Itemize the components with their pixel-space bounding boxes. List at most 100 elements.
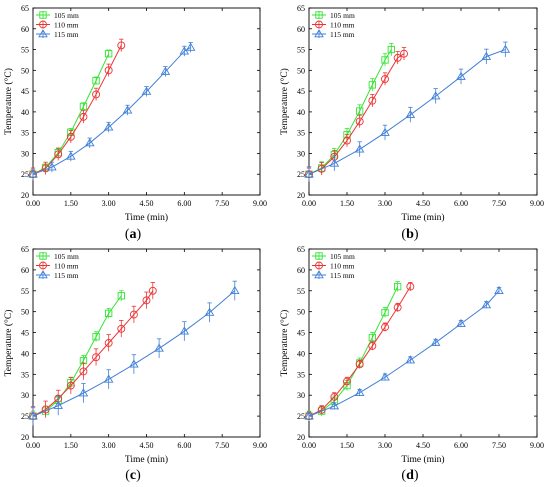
data-point [92,90,101,99]
data-point [500,44,511,53]
y-tick-label: 65 [21,4,29,13]
caption-b: (b) [401,227,419,242]
data-point [79,102,88,111]
data-point [343,377,351,386]
y-tick-label: 45 [297,87,305,96]
y-tick-label: 35 [21,129,29,138]
y-tick-label: 55 [21,46,29,55]
caption-d: (d) [401,468,419,483]
data-point [105,309,113,317]
x-tick-label: 4.50 [140,441,154,450]
x-tick-label: 6.00 [454,199,468,208]
data-point [117,41,126,50]
data-point [380,127,390,136]
y-tick-label: 65 [297,4,305,13]
legend-label: 115 mm [330,271,355,280]
data-point [28,169,38,178]
y-tick-label: 50 [21,66,29,75]
y-tick-label: 45 [21,329,29,338]
data-point [53,400,64,409]
series-line [32,45,122,175]
chart-panel-c: 0.00 1.50 3.00 4.50 6.00 7.50 9.00 20 25 30 35 40 45… [3,245,267,465]
data-point [92,333,100,341]
x-axis-label: Time (min) [125,212,168,223]
y-tick-label: 60 [297,266,305,275]
data-point [47,162,57,171]
x-tick-label: 0.00 [26,199,40,208]
y-axis-label: Temperature (°C) [279,68,290,135]
data-point [456,71,466,80]
y-tick-label: 25 [21,412,29,421]
y-tick-label: 30 [21,391,29,400]
legend-marker [314,270,324,279]
legend-marker [315,261,323,270]
caption-c: (c) [125,468,141,483]
y-tick-label: 35 [297,129,305,138]
series-line [32,290,236,417]
data-point [84,138,95,147]
legend-marker [38,270,48,279]
data-point [354,387,365,396]
x-tick-label: 3.00 [102,441,116,450]
data-point [129,310,138,319]
y-tick-label: 35 [297,370,305,379]
y-tick-label: 40 [297,108,305,117]
data-point [103,374,114,383]
data-point [343,136,351,145]
y-tick-label: 45 [297,329,305,338]
series-line [308,53,405,175]
data-point [355,360,364,369]
legend-label: 110 mm [54,21,79,30]
y-tick-label: 20 [297,191,305,200]
data-point [304,169,314,178]
y-tick-label: 25 [297,170,305,179]
series-115-mm [304,41,511,182]
data-point [381,75,389,84]
x-tick-label: 6.00 [454,441,468,450]
series-line [32,295,122,417]
data-point [381,323,389,332]
x-axis-label: Time (min) [401,454,444,465]
data-point [329,401,340,410]
x-tick-label: 3.00 [378,199,392,208]
data-point [394,282,402,291]
series-line [32,47,191,175]
y-tick-label: 65 [21,245,29,254]
x-tick-label: 9.00 [530,199,544,208]
data-point [229,285,240,295]
data-point [354,144,365,153]
legend-label: 115 mm [54,30,79,39]
y-axis-label: Temperature (°C) [3,310,14,377]
data-point [66,381,75,390]
legend-label: 105 mm [54,252,79,261]
legend-label: 105 mm [330,11,355,20]
data-point [28,411,38,420]
x-tick-label: 0.00 [302,441,316,450]
y-tick-label: 50 [297,66,305,75]
y-tick-label: 25 [297,412,305,421]
legend-label: 115 mm [330,30,355,39]
x-axis-label: Time (min) [401,212,444,223]
x-tick-label: 7.50 [215,441,229,450]
chart-panel-b: 0.00 1.50 3.00 4.50 6.00 7.50 9.00 20 25 30 35 40 45… [279,4,544,223]
data-point [79,112,88,121]
legend-marker [39,11,47,19]
y-tick-label: 30 [297,391,305,400]
legend-marker [39,20,47,29]
data-point [381,308,389,317]
y-tick-label: 40 [21,349,29,358]
x-tick-label: 3.00 [378,441,392,450]
x-tick-label: 1.50 [340,199,354,208]
data-point [78,388,89,397]
series-110-mm [305,282,415,421]
y-tick-label: 55 [21,287,29,296]
data-point [304,411,314,420]
data-point [79,367,88,376]
series-110-mm [29,38,126,181]
data-point [148,286,157,295]
data-point [142,296,151,305]
legend-marker [314,29,324,38]
